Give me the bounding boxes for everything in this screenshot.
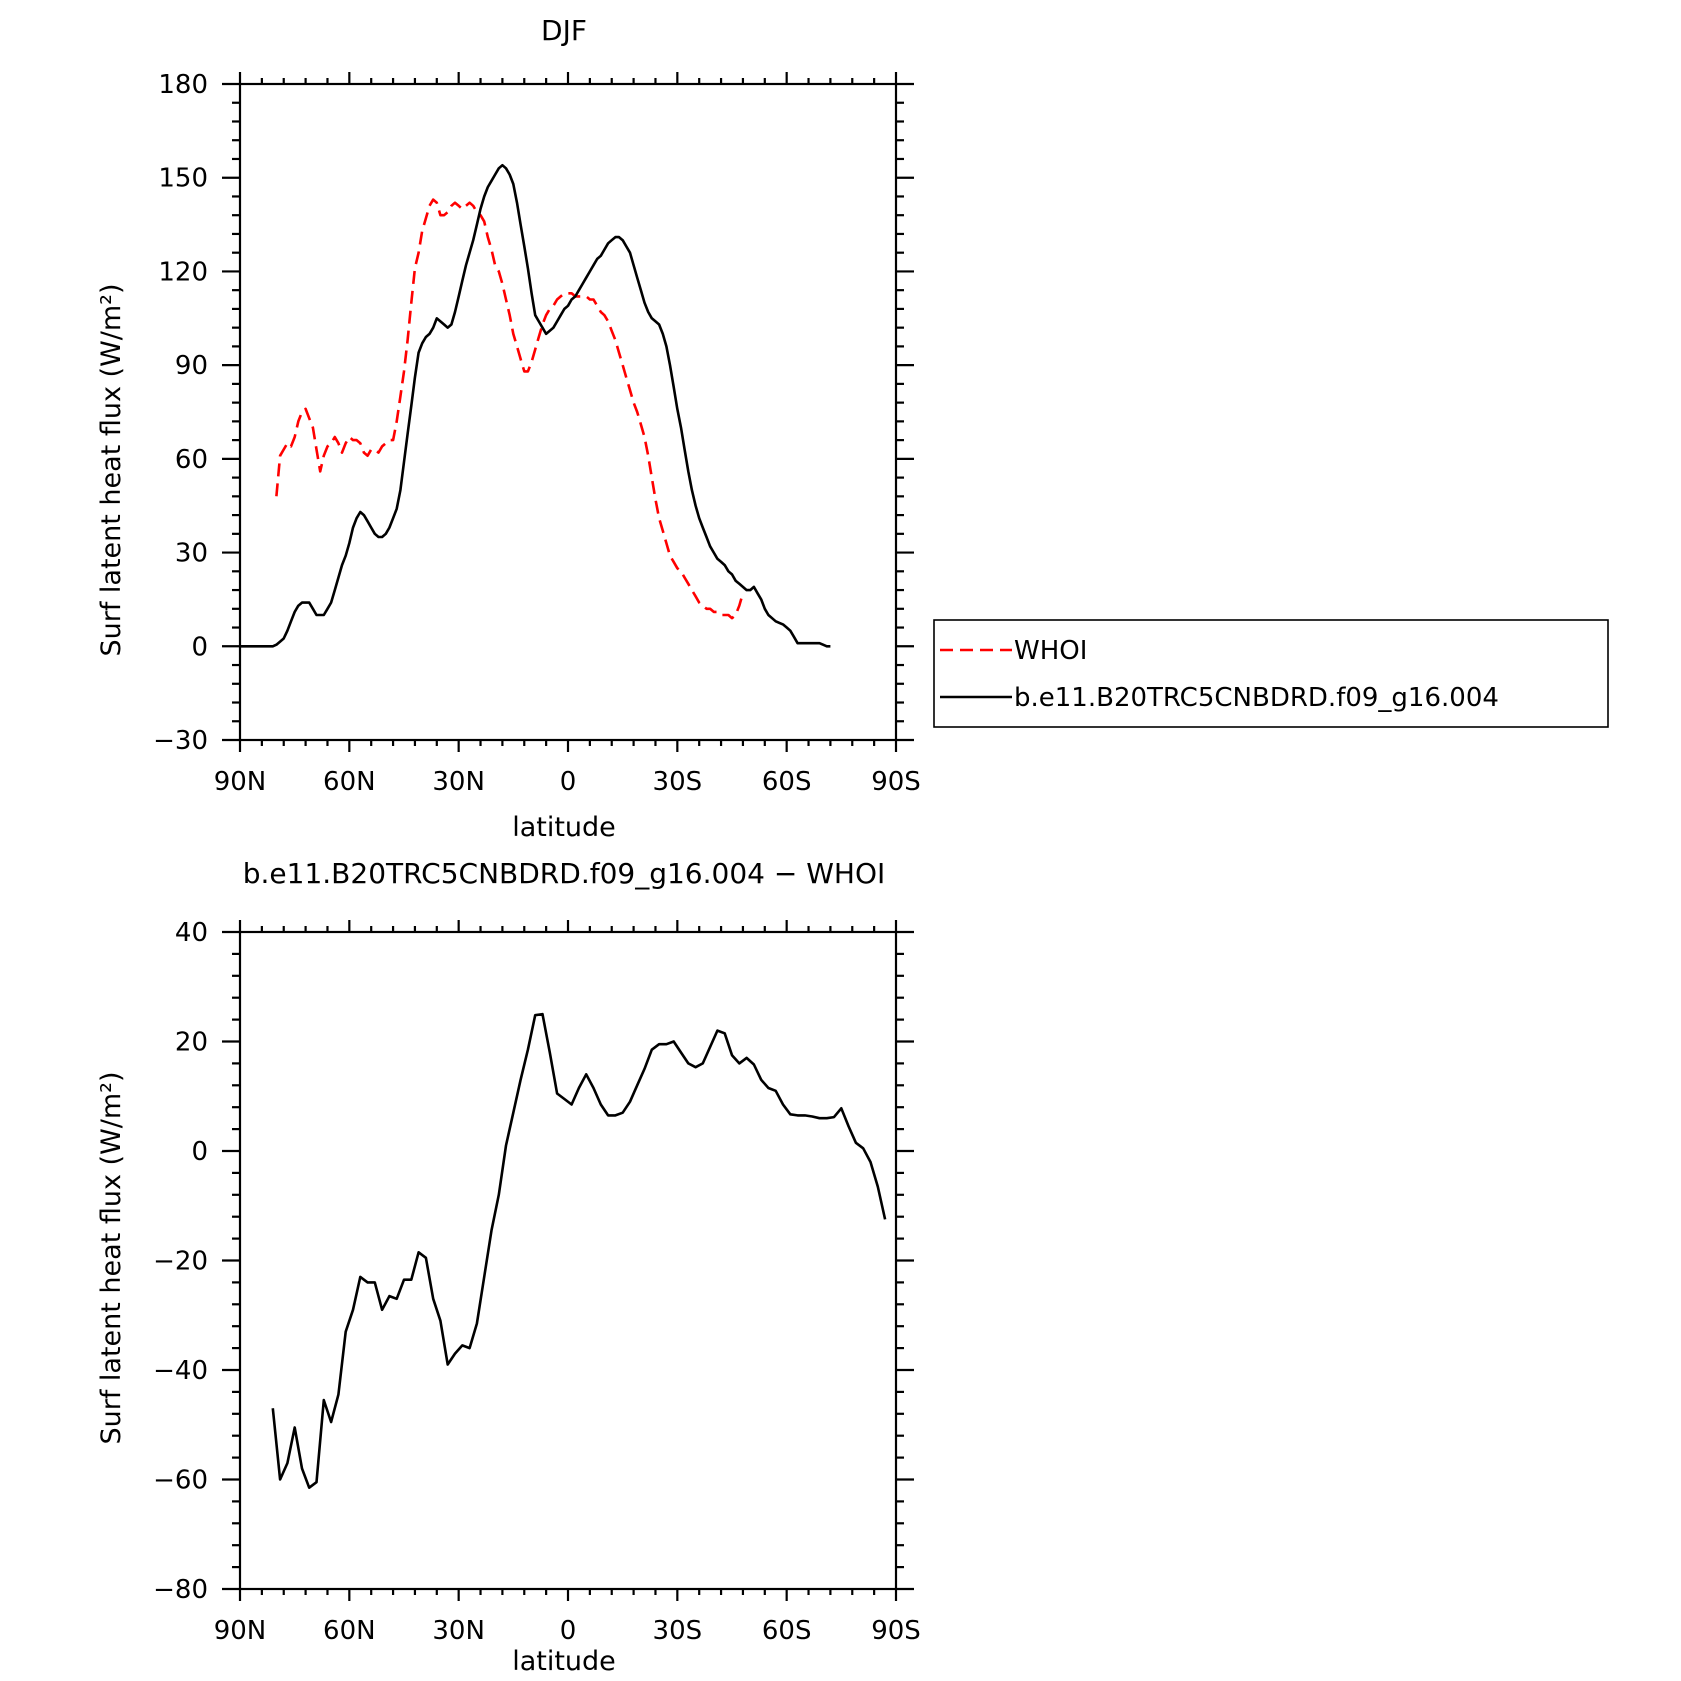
top-chart-title: DJF (541, 14, 587, 47)
bottom-y-tick-label: −40 (153, 1356, 208, 1386)
top-axes: 90N 60N 30N 0 30S 60S 90S −30 0 30 60 90 120 150 180 (153, 70, 921, 797)
top-x-tick-label: 90S (871, 767, 921, 797)
bottom-y-axis-label: Surf latent heat flux (W/m²) (96, 1071, 127, 1444)
bottom-y-tick-label: −20 (153, 1247, 208, 1277)
top-x-tick-label: 0 (560, 767, 577, 797)
bottom-y-tick-label: 40 (175, 918, 208, 948)
legend-box (933, 619, 1609, 728)
bottom-y-tick-label: −80 (153, 1575, 208, 1605)
top-x-tick-label: 60S (762, 767, 812, 797)
bottom-chart-title: b.e11.B20TRC5CNBDRD.f09_g16.004 − WHOI (243, 857, 886, 890)
bottom-x-tick-label: 0 (560, 1616, 577, 1646)
legend-label-whoi: WHOI (1014, 636, 1087, 666)
bottom-series-line-model (271, 1012, 887, 1489)
bottom-plot-frame (238, 930, 898, 1591)
top-x-tick-label: 60N (323, 767, 376, 797)
bottom-x-tick-label: 60S (762, 1616, 812, 1646)
bottom-panel: b.e11.B20TRC5CNBDRD.f09_g16.004 − WHOI l… (96, 857, 921, 1677)
bottom-axes: 90N 60N 30N 0 30S 60S 90S −80 −60 −40 −20 0 20 40 (153, 918, 921, 1646)
top-y-tick-label: 30 (175, 539, 208, 569)
bottom-x-axis-label: latitude (512, 1646, 616, 1677)
top-panel: DJF latitude Surf latent heat flux (W/m²… (96, 14, 921, 843)
top-series-line-whoi (275, 198, 745, 620)
bottom-plot-line (271, 1012, 887, 1489)
top-plot-lines (240, 163, 831, 648)
top-x-tick-label: 90N (214, 767, 267, 797)
bottom-x-tick-label: 30S (653, 1616, 703, 1646)
top-y-tick-label: −30 (153, 726, 208, 756)
top-y-tick-label: 60 (175, 445, 208, 475)
bottom-x-tick-label: 90N (214, 1616, 267, 1646)
bottom-x-tick-label: 60N (323, 1616, 376, 1646)
top-x-axis-label: latitude (512, 812, 616, 843)
legend-label-model: b.e11.B20TRC5CNBDRD.f09_g16.004 (1014, 683, 1499, 713)
bottom-y-tick-label: −60 (153, 1466, 208, 1496)
top-y-tick-label: 120 (158, 257, 208, 287)
bottom-y-tick-label: 0 (191, 1137, 208, 1167)
bottom-y-tick-label: 20 (175, 1028, 208, 1058)
top-y-tick-label: 150 (158, 164, 208, 194)
bottom-x-tick-label: 30N (432, 1616, 485, 1646)
top-y-tick-label: 0 (191, 632, 208, 662)
top-y-axis-label: Surf latent heat flux (W/m²) (96, 283, 127, 656)
top-x-tick-label: 30S (653, 767, 703, 797)
top-y-tick-label: 180 (158, 70, 208, 100)
top-series-line-model (240, 163, 831, 648)
legend: WHOI b.e11.B20TRC5CNBDRD.f09_g16.004 (933, 619, 1609, 728)
top-y-tick-label: 90 (175, 351, 208, 381)
bottom-x-tick-label: 90S (871, 1616, 921, 1646)
top-x-tick-label: 30N (432, 767, 485, 797)
